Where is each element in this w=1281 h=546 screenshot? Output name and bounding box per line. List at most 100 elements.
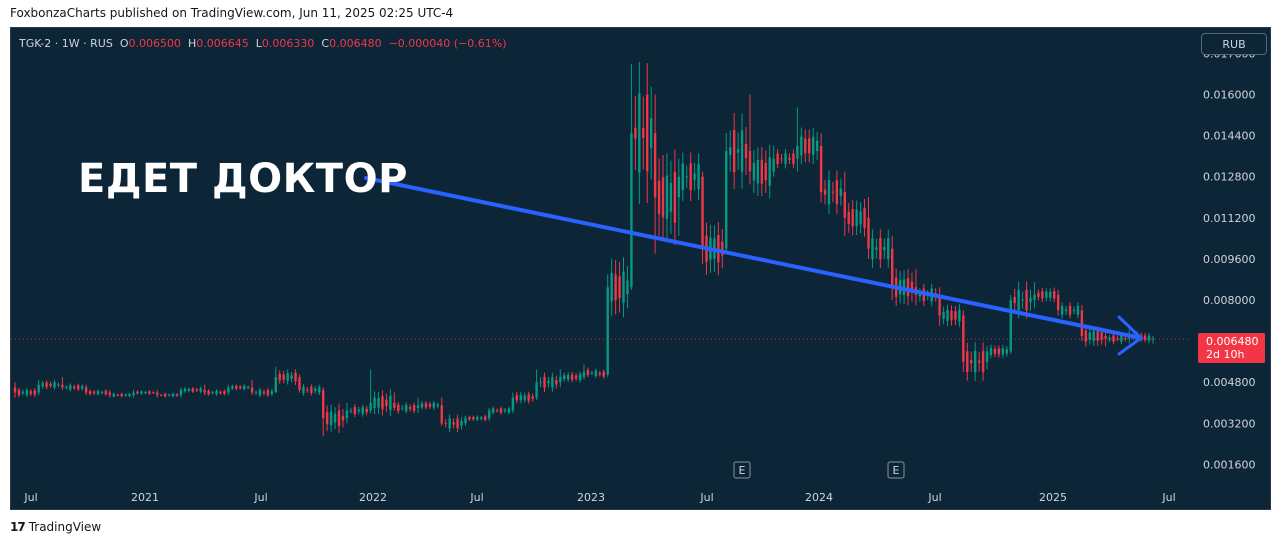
candle-body [1021, 299, 1024, 301]
candle-body [187, 388, 191, 391]
candle-body [630, 133, 633, 288]
candle-body [128, 393, 131, 397]
candle-body [732, 129, 736, 173]
bar-countdown: 2d 10h [1206, 348, 1245, 361]
y-tick-label: 0.008000 [1203, 294, 1256, 307]
open-value: 0.006500 [128, 37, 181, 50]
candle-body [744, 143, 748, 159]
y-tick-label: 0.011200 [1203, 212, 1256, 225]
candle-body [61, 384, 64, 388]
candle-body [555, 380, 558, 385]
candle-body [622, 271, 625, 303]
y-tick-label: 0.003200 [1203, 417, 1256, 430]
candle-body [37, 384, 40, 393]
candle-body [21, 391, 25, 394]
candle-body [1053, 291, 1056, 299]
low-value: 0.006330 [261, 37, 315, 50]
candle-body [329, 411, 333, 425]
footer-logo-text: TradingView [28, 520, 102, 534]
candle-body [73, 386, 76, 389]
candle-body [357, 409, 360, 412]
y-tick-label: 0.012800 [1203, 171, 1256, 184]
candle-body [539, 381, 542, 383]
candle-body [981, 351, 985, 373]
earnings-marker[interactable] [887, 461, 905, 479]
candle-body [839, 188, 843, 196]
candle-body [598, 372, 602, 375]
candle-body [843, 192, 846, 218]
x-tick-label: Jul [469, 491, 483, 504]
candle-body [484, 416, 487, 420]
candle-body [642, 128, 645, 138]
candle-body [322, 389, 325, 419]
price-chart[interactable]: 0.0176000.0160000.0144000.0128000.011200… [11, 28, 1271, 510]
candle-body [393, 402, 396, 408]
candle-body [772, 158, 775, 172]
candle-body [171, 393, 175, 397]
candle-body [408, 406, 412, 410]
candle-body [77, 385, 80, 390]
candle-body [1124, 338, 1127, 340]
x-tick-label: Jul [1161, 491, 1175, 504]
ohlc-legend: TGK-2 · 1W · RUS O0.006500 H0.006645 L0.… [19, 37, 507, 50]
candle-body [401, 407, 404, 409]
candle-body [1120, 335, 1123, 342]
currency-button[interactable]: RUB [1201, 33, 1267, 55]
candle-body [266, 390, 270, 395]
candle-body [250, 387, 254, 393]
candle-body [476, 416, 479, 420]
candle-body [108, 392, 112, 396]
candle-body [551, 377, 554, 388]
publish-caption: FoxbonzaCharts published on TradingView.… [10, 6, 454, 20]
x-tick-label: Jul [253, 491, 267, 504]
candle-body [717, 234, 720, 263]
candle-body [859, 211, 862, 225]
candle-body [756, 159, 760, 184]
candle-body [369, 402, 372, 411]
candle-body [1076, 305, 1080, 315]
candle-body [610, 272, 613, 302]
candle-body [318, 387, 321, 393]
candle-body [235, 385, 238, 389]
candle-body [740, 130, 744, 172]
candle-body [523, 395, 526, 400]
earnings-marker[interactable] [733, 461, 751, 479]
candle-body [1143, 335, 1147, 340]
candle-body [997, 348, 1001, 355]
x-tick-label: 2025 [1039, 491, 1067, 504]
candle-body [602, 371, 605, 377]
candle-body [211, 392, 214, 394]
x-tick-label: 2021 [131, 491, 159, 504]
candle-body [515, 394, 519, 401]
footer-logo[interactable]: 17 TradingView [10, 520, 101, 534]
candle-body [681, 163, 684, 191]
earnings-marker-label: E [739, 464, 746, 477]
candle-body [499, 408, 503, 413]
trend-arrow-line[interactable] [364, 176, 1143, 340]
candle-body [638, 93, 641, 173]
y-tick-label: 0.009600 [1203, 253, 1256, 266]
y-tick-label: 0.016000 [1203, 89, 1256, 102]
x-tick-label: Jul [23, 491, 37, 504]
candle-body [223, 390, 226, 395]
earnings-marker-label: E [893, 464, 900, 477]
candle-body [404, 404, 408, 411]
y-tick-label: 0.014400 [1203, 130, 1256, 143]
chart-area[interactable]: 0.0176000.0160000.0144000.0128000.011200… [10, 27, 1271, 510]
candle-body [163, 393, 167, 397]
candle-body [1147, 335, 1151, 341]
candle-body [282, 374, 285, 380]
candle-body [808, 138, 811, 154]
candle-body [887, 238, 890, 260]
candle-body [191, 388, 195, 392]
candle-body [614, 274, 617, 300]
candle-body [815, 140, 819, 152]
candle-body [199, 388, 202, 392]
candle-body [673, 171, 677, 223]
candle-body [262, 391, 266, 394]
candle-body [270, 391, 274, 394]
candle-body [290, 375, 293, 379]
candle-body [511, 397, 515, 411]
symbol-label[interactable]: TGK-2 · 1W · RUS [19, 37, 113, 50]
candle-body [353, 406, 357, 415]
